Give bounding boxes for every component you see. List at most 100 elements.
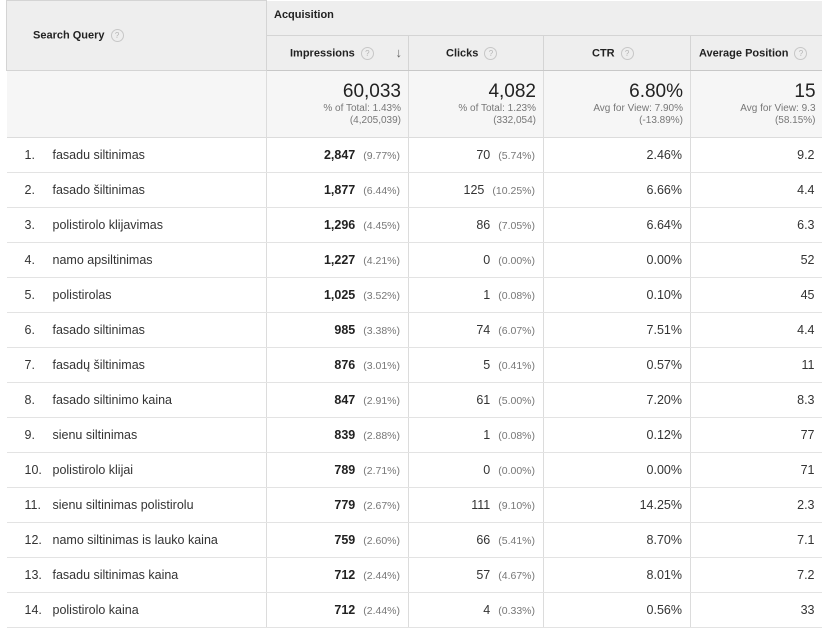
impressions-value: 985 — [334, 323, 355, 337]
clicks-percent: (0.41%) — [498, 360, 535, 372]
ctr-header-label: CTR — [592, 47, 615, 59]
clicks-percent: (0.00%) — [498, 255, 535, 267]
query-cell[interactable]: 8.fasado siltinimo kaina — [7, 383, 267, 418]
query-link[interactable]: polistirolas — [53, 288, 112, 302]
impressions-percent: (2.71%) — [363, 465, 400, 477]
impressions-percent: (2.67%) — [363, 500, 400, 512]
query-cell[interactable]: 5.polistirolas — [7, 278, 267, 313]
impressions-cell: 1,025(3.52%) — [267, 278, 409, 313]
query-link[interactable]: fasadų šiltinimas — [53, 358, 145, 372]
clicks-cell: 0(0.00%) — [409, 453, 544, 488]
ctr-cell: 7.20% — [544, 383, 691, 418]
totals-ctr-diff: (-13.89%) — [544, 115, 683, 127]
average-position-cell: 4.4 — [691, 173, 822, 208]
row-index: 7. — [25, 358, 53, 372]
help-icon[interactable]: ? — [794, 47, 807, 60]
query-cell[interactable]: 14.polistirolo kaina — [7, 593, 267, 628]
query-cell[interactable]: 13.fasadu siltinimas kaina — [7, 558, 267, 593]
totals-clicks-total: (332,054) — [409, 115, 536, 127]
average-position-cell: 7.2 — [691, 558, 822, 593]
impressions-cell: 1,227(4.21%) — [267, 243, 409, 278]
query-cell[interactable]: 7.fasadų šiltinimas — [7, 348, 267, 383]
clicks-percent: (6.07%) — [498, 325, 535, 337]
clicks-cell: 66(5.41%) — [409, 523, 544, 558]
impressions-value: 1,877 — [324, 183, 355, 197]
query-link[interactable]: polistirolo klijai — [53, 463, 134, 477]
impressions-cell: 847(2.91%) — [267, 383, 409, 418]
sort-descending-icon[interactable]: ↓ — [396, 45, 403, 60]
totals-impressions-total: (4,205,039) — [267, 115, 401, 127]
query-link[interactable]: fasado šiltinimas — [53, 183, 145, 197]
query-cell[interactable]: 12.namo siltinimas is lauko kaina — [7, 523, 267, 558]
ctr-cell: 6.64% — [544, 208, 691, 243]
average-position-cell: 33 — [691, 593, 822, 628]
query-link[interactable]: polistirolo kaina — [53, 603, 139, 617]
query-link[interactable]: namo siltinimas is lauko kaina — [53, 533, 218, 547]
query-cell[interactable]: 6.fasado siltinimas — [7, 313, 267, 348]
help-icon[interactable]: ? — [484, 47, 497, 60]
clicks-header-label: Clicks — [446, 47, 478, 59]
ctr-cell: 0.00% — [544, 453, 691, 488]
clicks-header[interactable]: Clicks? — [409, 36, 544, 71]
ctr-cell: 6.66% — [544, 173, 691, 208]
clicks-value: 5 — [483, 358, 490, 372]
clicks-value: 70 — [476, 148, 490, 162]
ctr-header[interactable]: CTR? — [544, 36, 691, 71]
clicks-value: 4 — [483, 603, 490, 617]
query-link[interactable]: fasadu siltinimas — [53, 148, 145, 162]
clicks-percent: (4.67%) — [498, 570, 535, 582]
average-position-cell: 2.3 — [691, 488, 822, 523]
help-icon[interactable]: ? — [621, 47, 634, 60]
impressions-header[interactable]: Impressions? ↓ — [267, 36, 409, 71]
query-link[interactable]: fasado siltinimo kaina — [53, 393, 173, 407]
impressions-percent: (2.44%) — [363, 570, 400, 582]
query-cell[interactable]: 11.sienu siltinimas polistirolu — [7, 488, 267, 523]
query-cell[interactable]: 3.polistirolo klijavimas — [7, 208, 267, 243]
ctr-cell: 0.57% — [544, 348, 691, 383]
ctr-cell: 0.12% — [544, 418, 691, 453]
query-cell[interactable]: 9.sienu siltinimas — [7, 418, 267, 453]
clicks-value: 61 — [476, 393, 490, 407]
query-link[interactable]: sienu siltinimas polistirolu — [53, 498, 194, 512]
ctr-cell: 8.70% — [544, 523, 691, 558]
clicks-cell: 0(0.00%) — [409, 243, 544, 278]
ctr-cell: 0.10% — [544, 278, 691, 313]
average-position-header[interactable]: Average Position? — [691, 36, 822, 71]
query-link[interactable]: fasado siltinimas — [53, 323, 145, 337]
query-cell[interactable]: 2.fasado šiltinimas — [7, 173, 267, 208]
clicks-cell: 1(0.08%) — [409, 278, 544, 313]
help-icon[interactable]: ? — [111, 29, 124, 42]
query-link[interactable]: polistirolo klijavimas — [53, 218, 163, 232]
totals-ctr-avg: Avg for View: 7.90% — [544, 103, 683, 115]
average-position-cell: 71 — [691, 453, 822, 488]
help-icon[interactable]: ? — [361, 47, 374, 60]
query-link[interactable]: fasadu siltinimas kaina — [53, 568, 179, 582]
query-link[interactable]: sienu siltinimas — [53, 428, 138, 442]
search-query-header[interactable]: Search Query? — [7, 1, 267, 71]
query-cell[interactable]: 10.polistirolo klijai — [7, 453, 267, 488]
impressions-cell: 1,877(6.44%) — [267, 173, 409, 208]
totals-impressions-share: % of Total: 1.43% — [267, 103, 401, 115]
impressions-value: 1,227 — [324, 253, 355, 267]
query-link[interactable]: namo apsiltinimas — [53, 253, 153, 267]
ctr-cell: 14.25% — [544, 488, 691, 523]
clicks-value: 0 — [483, 463, 490, 477]
average-position-cell: 9.2 — [691, 138, 822, 173]
query-cell[interactable]: 1.fasadu siltinimas — [7, 138, 267, 173]
query-cell[interactable]: 4.namo apsiltinimas — [7, 243, 267, 278]
